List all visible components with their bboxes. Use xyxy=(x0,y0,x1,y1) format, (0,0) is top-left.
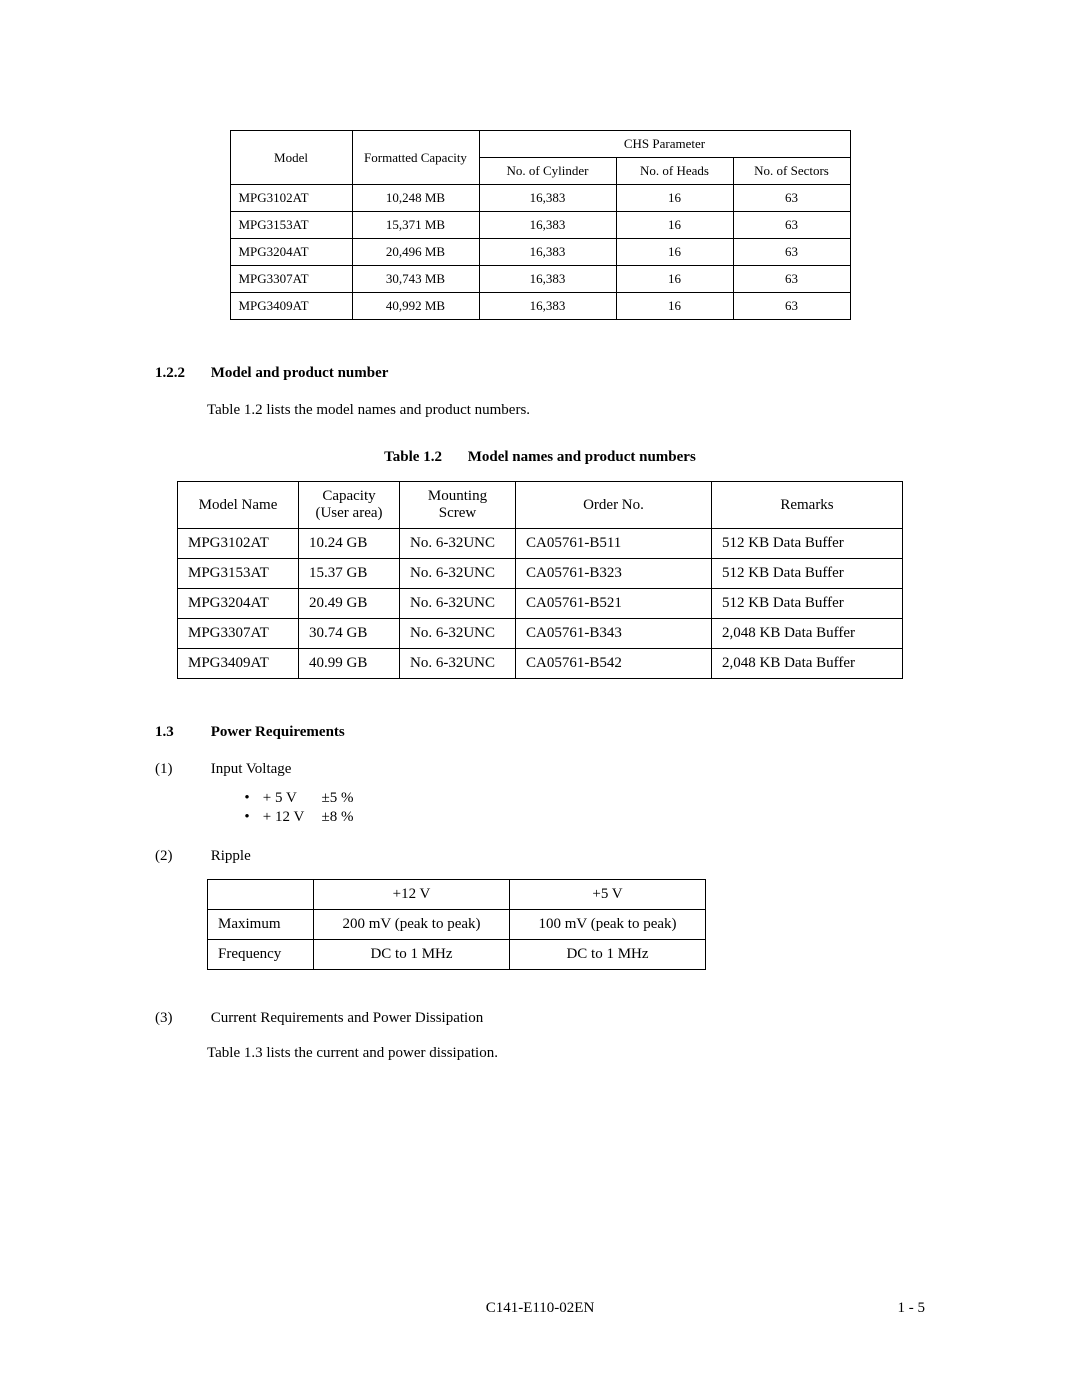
table-row: MPG3102AT10.24 GBNo. 6-32UNCCA05761-B511… xyxy=(178,529,903,559)
table-row: MPG3307AT30,743 MB16,3831663 xyxy=(230,266,850,293)
table-row: MPG3409AT40,992 MB16,3831663 xyxy=(230,293,850,320)
heading-1-3: 1.3 Power Requirements xyxy=(155,724,925,741)
caption-num: Table 1.2 xyxy=(384,449,442,465)
th-heads: No. of Heads xyxy=(616,158,733,185)
th-order-no: Order No. xyxy=(516,482,712,529)
para-1-3-3: Table 1.3 lists the current and power di… xyxy=(207,1045,925,1062)
table-row: Maximum 200 mV (peak to peak) 100 mV (pe… xyxy=(208,910,706,940)
table-row: MPG3102AT10,248 MB16,3831663 xyxy=(230,185,850,212)
th-cylinder: No. of Cylinder xyxy=(479,158,616,185)
table-row: Frequency DC to 1 MHz DC to 1 MHz xyxy=(208,940,706,970)
table-row: MPG3307AT30.74 GBNo. 6-32UNCCA05761-B343… xyxy=(178,619,903,649)
table-row: MPG3204AT20,496 MB16,3831663 xyxy=(230,239,850,266)
item-label: Input Voltage xyxy=(211,761,292,777)
heading-title: Power Requirements xyxy=(211,724,345,740)
table-chs-parameters: Model Formatted Capacity CHS Parameter N… xyxy=(230,130,851,320)
table-ripple: +12 V +5 V Maximum 200 mV (peak to peak)… xyxy=(207,879,706,970)
caption-title: Model names and product numbers xyxy=(468,449,696,465)
table-chs-body: MPG3102AT10,248 MB16,3831663MPG3153AT15,… xyxy=(230,185,850,320)
th-5v: +5 V xyxy=(510,880,706,910)
th-blank xyxy=(208,880,314,910)
th-mounting-screw: Mounting Screw xyxy=(400,482,516,529)
item-ripple: (2) Ripple xyxy=(155,848,925,865)
bullet-icon: • xyxy=(235,790,259,807)
table-row: MPG3153AT15.37 GBNo. 6-32UNCCA05761-B323… xyxy=(178,559,903,589)
table-models-products: Model Name Capacity (User area) Mounting… xyxy=(177,481,903,679)
input-voltage-bullets: • + 5 V ±5 % • + 12 V ±8 % xyxy=(235,790,925,826)
bullet-12v: • + 12 V ±8 % xyxy=(235,809,925,826)
th-capacity: Formatted Capacity xyxy=(352,131,479,185)
bullet-5v: • + 5 V ±5 % xyxy=(235,790,925,807)
item-num: (2) xyxy=(155,848,207,865)
page-footer: C141-E110-02EN 1 - 5 xyxy=(0,1300,1080,1317)
th-12v: +12 V xyxy=(314,880,510,910)
th-remarks: Remarks xyxy=(712,482,903,529)
item-label: Ripple xyxy=(211,848,251,864)
heading-num: 1.2.2 xyxy=(155,365,207,382)
footer-page-number: 1 - 5 xyxy=(898,1300,926,1317)
item-current-power: (3) Current Requirements and Power Dissi… xyxy=(155,1010,925,1027)
heading-title: Model and product number xyxy=(211,365,389,381)
bullet-icon: • xyxy=(235,809,259,826)
table-1-2-caption: Table 1.2 Model names and product number… xyxy=(155,449,925,466)
th-model-name: Model Name xyxy=(178,482,299,529)
heading-num: 1.3 xyxy=(155,724,207,741)
item-num: (1) xyxy=(155,761,207,778)
th-sectors: No. of Sectors xyxy=(733,158,850,185)
th-capacity-user: Capacity (User area) xyxy=(299,482,400,529)
item-num: (3) xyxy=(155,1010,207,1027)
table-row: MPG3204AT20.49 GBNo. 6-32UNCCA05761-B521… xyxy=(178,589,903,619)
th-model: Model xyxy=(230,131,352,185)
para-1-2-2: Table 1.2 lists the model names and prod… xyxy=(207,402,925,419)
th-chs-group: CHS Parameter xyxy=(479,131,850,158)
table-models-body: MPG3102AT10.24 GBNo. 6-32UNCCA05761-B511… xyxy=(178,529,903,679)
heading-1-2-2: 1.2.2 Model and product number xyxy=(155,365,925,382)
item-input-voltage: (1) Input Voltage xyxy=(155,761,925,778)
table-row: MPG3153AT15,371 MB16,3831663 xyxy=(230,212,850,239)
table-row: MPG3409AT40.99 GBNo. 6-32UNCCA05761-B542… xyxy=(178,649,903,679)
item-label: Current Requirements and Power Dissipati… xyxy=(211,1010,483,1026)
